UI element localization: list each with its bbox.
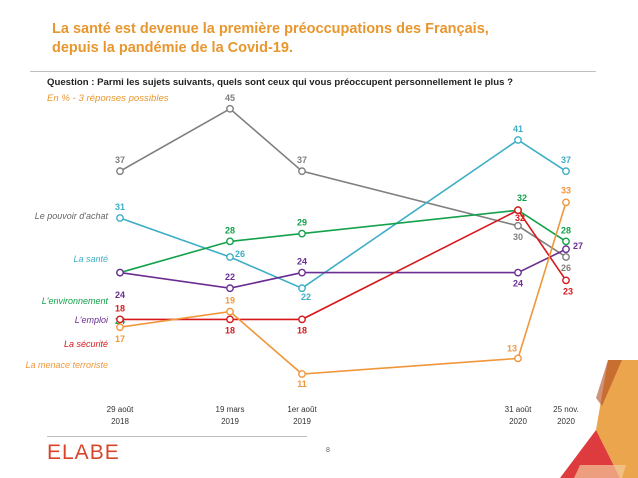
data-label-sante: 37	[561, 155, 571, 165]
data-point-terrorisme	[116, 323, 124, 332]
data-point-terrorisme	[298, 370, 306, 378]
data-point-sante	[298, 284, 306, 293]
data-label-securite: 23	[563, 286, 573, 296]
brand-triangle-icon	[560, 360, 638, 478]
data-label-emploi: 27	[573, 241, 583, 251]
data-point-securite	[562, 276, 570, 285]
data-label-emploi: 24	[513, 279, 523, 289]
data-label-emploi: 24	[297, 257, 307, 267]
legend-label-sante: La santé	[73, 254, 108, 264]
x-tick-label: 19 mars	[216, 405, 245, 414]
footer-divider	[47, 436, 307, 437]
data-label-environnement: 28	[561, 225, 571, 235]
data-label-emploi: 22	[225, 272, 235, 282]
data-point-emploi	[226, 284, 234, 293]
data-label-pouvoir: 37	[115, 155, 125, 165]
elabe-logo: ELABE	[47, 441, 120, 464]
data-label-terrorisme: 17	[115, 334, 125, 344]
data-label-terrorisme: 33	[561, 185, 571, 195]
data-point-environnement	[226, 237, 234, 246]
data-point-securite	[116, 315, 124, 324]
data-point-pouvoir	[116, 167, 124, 176]
series-line-pouvoir	[119, 107, 567, 258]
data-point-securite	[514, 206, 522, 215]
x-tick-label: 31 août	[505, 405, 532, 414]
top-divider	[30, 71, 596, 72]
data-label-terrorisme: 13	[507, 343, 517, 353]
data-point-environnement	[562, 237, 570, 246]
data-point-emploi	[298, 268, 306, 277]
legend-label-pouvoir: Le pouvoir d'achat	[35, 211, 109, 221]
data-point-securite	[298, 315, 306, 324]
data-point-pouvoir	[226, 104, 234, 113]
series-line-sante	[119, 139, 567, 290]
data-point-sante	[562, 167, 570, 176]
data-point-pouvoir	[514, 221, 522, 230]
question-text: Question : Parmi les sujets suivants, qu…	[47, 77, 513, 88]
x-tick-label-year: 2018	[111, 417, 129, 426]
data-point-emploi	[562, 245, 570, 254]
data-label-environnement: 29	[297, 218, 307, 228]
data-label-sante: 41	[513, 124, 523, 134]
data-point-emploi	[116, 268, 124, 277]
legend-label-securite: La sécurité	[64, 339, 108, 349]
legend-label-terrorisme: La menace terroriste	[25, 360, 108, 370]
data-label-environnement: 32	[517, 193, 527, 203]
series-line-emploi	[119, 248, 567, 290]
series-line-securite	[120, 209, 567, 321]
slide-title: La santé est devenue la première préoccu…	[52, 20, 489, 58]
data-point-securite	[226, 315, 234, 324]
data-label-environnement: 28	[225, 225, 235, 235]
x-tick-label: 1er août	[287, 405, 317, 414]
data-label-pouvoir: 37	[297, 155, 307, 165]
title-line-2: depuis la pandémie de la Covid-19.	[52, 40, 293, 56]
data-label-sante: 22	[301, 292, 311, 302]
x-tick-label-year: 2019	[221, 417, 239, 426]
data-point-environnement	[298, 229, 306, 238]
question-subtitle: En % - 3 réponses possibles	[47, 93, 169, 104]
x-tick-label-year: 2019	[293, 417, 311, 426]
data-point-pouvoir	[298, 167, 306, 176]
data-label-emploi: 24	[115, 290, 125, 300]
data-label-pouvoir: 45	[225, 93, 235, 103]
data-label-terrorisme: 19	[225, 296, 235, 306]
x-tick-label-year: 2020	[557, 417, 575, 426]
page-number: 8	[326, 447, 330, 454]
x-tick-label: 25 nov.	[553, 405, 579, 414]
data-label-terrorisme: 11	[297, 379, 307, 389]
series-line-terrorisme	[119, 202, 567, 375]
x-tick-label: 29 août	[107, 405, 134, 414]
data-label-sante: 26	[235, 249, 245, 259]
data-point-terrorisme	[562, 198, 570, 207]
data-label-pouvoir: 30	[513, 232, 523, 242]
title-line-1: La santé est devenue la première préoccu…	[52, 21, 489, 37]
data-point-sante	[116, 214, 124, 222]
data-point-emploi	[514, 268, 522, 277]
legend-label-environnement: L'environnement	[42, 296, 109, 306]
data-label-securite: 32	[515, 213, 525, 223]
data-label-securite: 18	[115, 303, 125, 313]
data-label-sante: 31	[115, 202, 125, 212]
data-label-securite: 18	[297, 325, 307, 335]
data-label-securite: 18	[225, 325, 235, 335]
data-point-pouvoir	[562, 253, 570, 261]
x-tick-label-year: 2020	[509, 417, 527, 426]
data-point-terrorisme	[226, 307, 234, 316]
data-point-terrorisme	[514, 354, 522, 363]
data-point-sante	[226, 253, 234, 261]
data-point-sante	[514, 136, 522, 144]
legend-label-emploi: L'emploi	[75, 315, 109, 325]
data-label-pouvoir: 26	[561, 263, 571, 273]
